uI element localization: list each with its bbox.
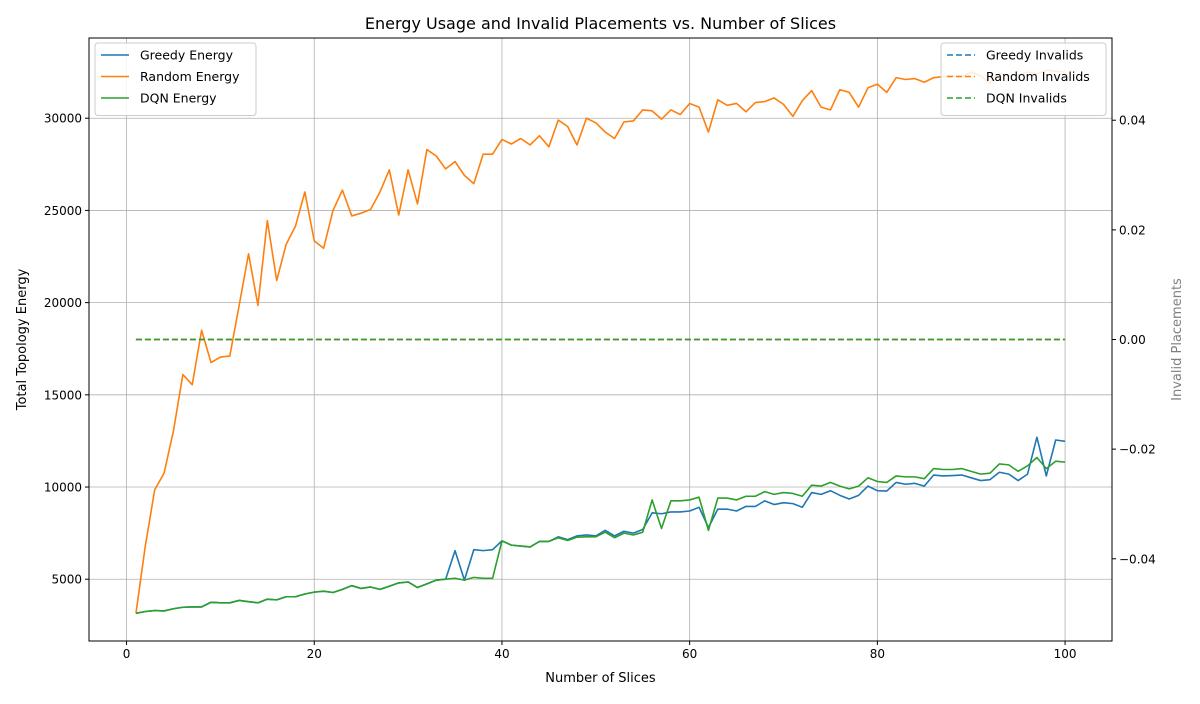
axis-ticks: 0 20 40 60 80 100 5000 10000 15000 20000 25000 3000…	[44, 112, 1156, 661]
y-tick-label: 30000	[44, 112, 82, 126]
x-tick-label: 60	[682, 647, 697, 661]
legend-box	[940, 42, 1107, 116]
y-tick-label: 5000	[51, 573, 82, 587]
chart-title: Energy Usage and Invalid Placements vs. …	[365, 14, 836, 33]
legend-label: Greedy Energy	[140, 48, 234, 63]
series-lines	[135, 69, 1066, 615]
y2-tick-label: −0.04	[1119, 552, 1156, 566]
x-tick-label: 100	[1054, 647, 1077, 661]
legend-label: Random Energy	[140, 69, 240, 84]
legend-invalids: Greedy Invalids Random Invalids DQN Invali…	[940, 42, 1107, 116]
x-tick-label: 80	[870, 647, 885, 661]
x-tick-label: 20	[307, 647, 322, 661]
legend-label: DQN Energy	[140, 91, 217, 106]
y-tick-label: 20000	[44, 296, 82, 310]
y-tick-label: 10000	[44, 481, 82, 495]
x-tick-label: 40	[494, 647, 509, 661]
legend-energy: Greedy Energy Random Energy DQN Energy	[94, 42, 257, 116]
x-axis-label: Number of Slices	[545, 671, 656, 686]
y-axis-label: Total Topology Energy	[15, 268, 30, 411]
y2-tick-label: 0.04	[1119, 114, 1146, 128]
series-line-random-energy	[135, 69, 1066, 614]
y2-tick-label: 0.00	[1119, 333, 1146, 347]
legend-box	[94, 42, 257, 116]
y-tick-label: 15000	[44, 388, 82, 402]
y2-tick-label: 0.02	[1119, 223, 1146, 237]
legend-label: DQN Invalids	[986, 91, 1067, 106]
series-line-dqn-energy	[135, 456, 1066, 615]
series-line-greedy-energy	[135, 436, 1066, 615]
legend-label: Greedy Invalids	[986, 48, 1083, 63]
y-tick-label: 25000	[44, 204, 82, 218]
y2-tick-label: −0.02	[1119, 443, 1156, 457]
y2-axis-label: Invalid Placements	[1170, 278, 1185, 401]
x-tick-label: 0	[123, 647, 131, 661]
legend-label: Random Invalids	[986, 69, 1090, 84]
